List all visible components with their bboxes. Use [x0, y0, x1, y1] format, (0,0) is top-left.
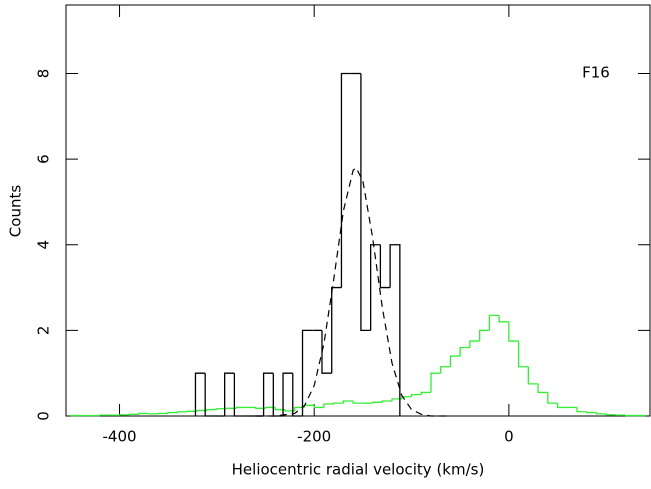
model-bin	[138, 412, 149, 415]
model-bin	[488, 314, 500, 331]
model-bin	[284, 409, 295, 412]
histogram-bin	[360, 73, 371, 332]
model-bin	[420, 391, 431, 395]
fit-curve	[255, 166, 451, 417]
x-tick-label: 0	[504, 428, 514, 446]
model-bin	[547, 392, 558, 404]
y-axis-label: Counts	[7, 185, 25, 238]
y-tick-label: 6	[35, 154, 53, 164]
histogram-bin	[204, 373, 215, 417]
model-bin	[303, 404, 315, 408]
model-bin	[556, 403, 568, 409]
model-bin	[586, 411, 597, 414]
model-bin	[440, 366, 451, 374]
y-tick-label: 2	[35, 326, 53, 336]
histogram-bin	[389, 244, 401, 416]
histogram-bin	[370, 244, 381, 331]
histogram-bin	[321, 330, 332, 374]
model-bin	[595, 412, 607, 415]
model-bin	[381, 400, 393, 403]
model-bin	[177, 411, 188, 413]
model-bin	[576, 407, 587, 413]
histogram-bin	[340, 72, 352, 288]
histogram-bin	[301, 329, 313, 416]
y-tick-label: 4	[35, 240, 53, 250]
y-tick-label: 0	[35, 411, 53, 421]
model-bin	[196, 409, 208, 412]
annotation: F16	[582, 64, 610, 82]
model-bin	[401, 396, 412, 399]
histogram-bin	[194, 372, 206, 416]
model-bin	[517, 341, 529, 368]
histogram-bin	[224, 372, 235, 416]
model-bin	[216, 408, 227, 410]
model-bin	[264, 406, 276, 409]
model-bin	[469, 340, 480, 348]
model-bin	[235, 406, 247, 409]
x-axis-label: Heliocentric radial velocity (km/s)	[232, 461, 485, 479]
model-bin	[498, 315, 509, 323]
model-bin	[323, 403, 334, 408]
model-bin	[342, 400, 354, 404]
model-bin	[274, 407, 285, 411]
model-bin	[508, 321, 519, 342]
histogram-bin	[282, 372, 293, 416]
model-bin	[430, 372, 441, 393]
model-bin	[449, 355, 461, 367]
histogram-bin	[262, 372, 274, 416]
x-tick-label: -200	[297, 428, 331, 446]
plot-frame	[65, 4, 651, 417]
model-bin	[605, 413, 616, 416]
model-bin	[410, 393, 422, 397]
model-bin	[294, 406, 305, 411]
model-bin	[206, 408, 217, 411]
model-bin	[527, 366, 539, 385]
histogram-bin	[379, 244, 391, 289]
model-bin	[352, 401, 363, 404]
model-bin	[537, 383, 548, 394]
histogram-bin	[292, 373, 303, 417]
model-bin	[391, 398, 402, 402]
model-bin	[371, 401, 383, 404]
y-tick-label: 8	[35, 69, 53, 79]
model-bin	[333, 402, 344, 405]
model-bin	[459, 346, 470, 357]
model-bin	[255, 407, 266, 409]
x-tick-label: -400	[103, 428, 137, 446]
model-bin	[313, 405, 324, 409]
model-bin	[167, 411, 178, 414]
histogram-bin	[233, 373, 245, 417]
model-bin	[479, 329, 490, 342]
histogram-bin	[331, 286, 342, 374]
